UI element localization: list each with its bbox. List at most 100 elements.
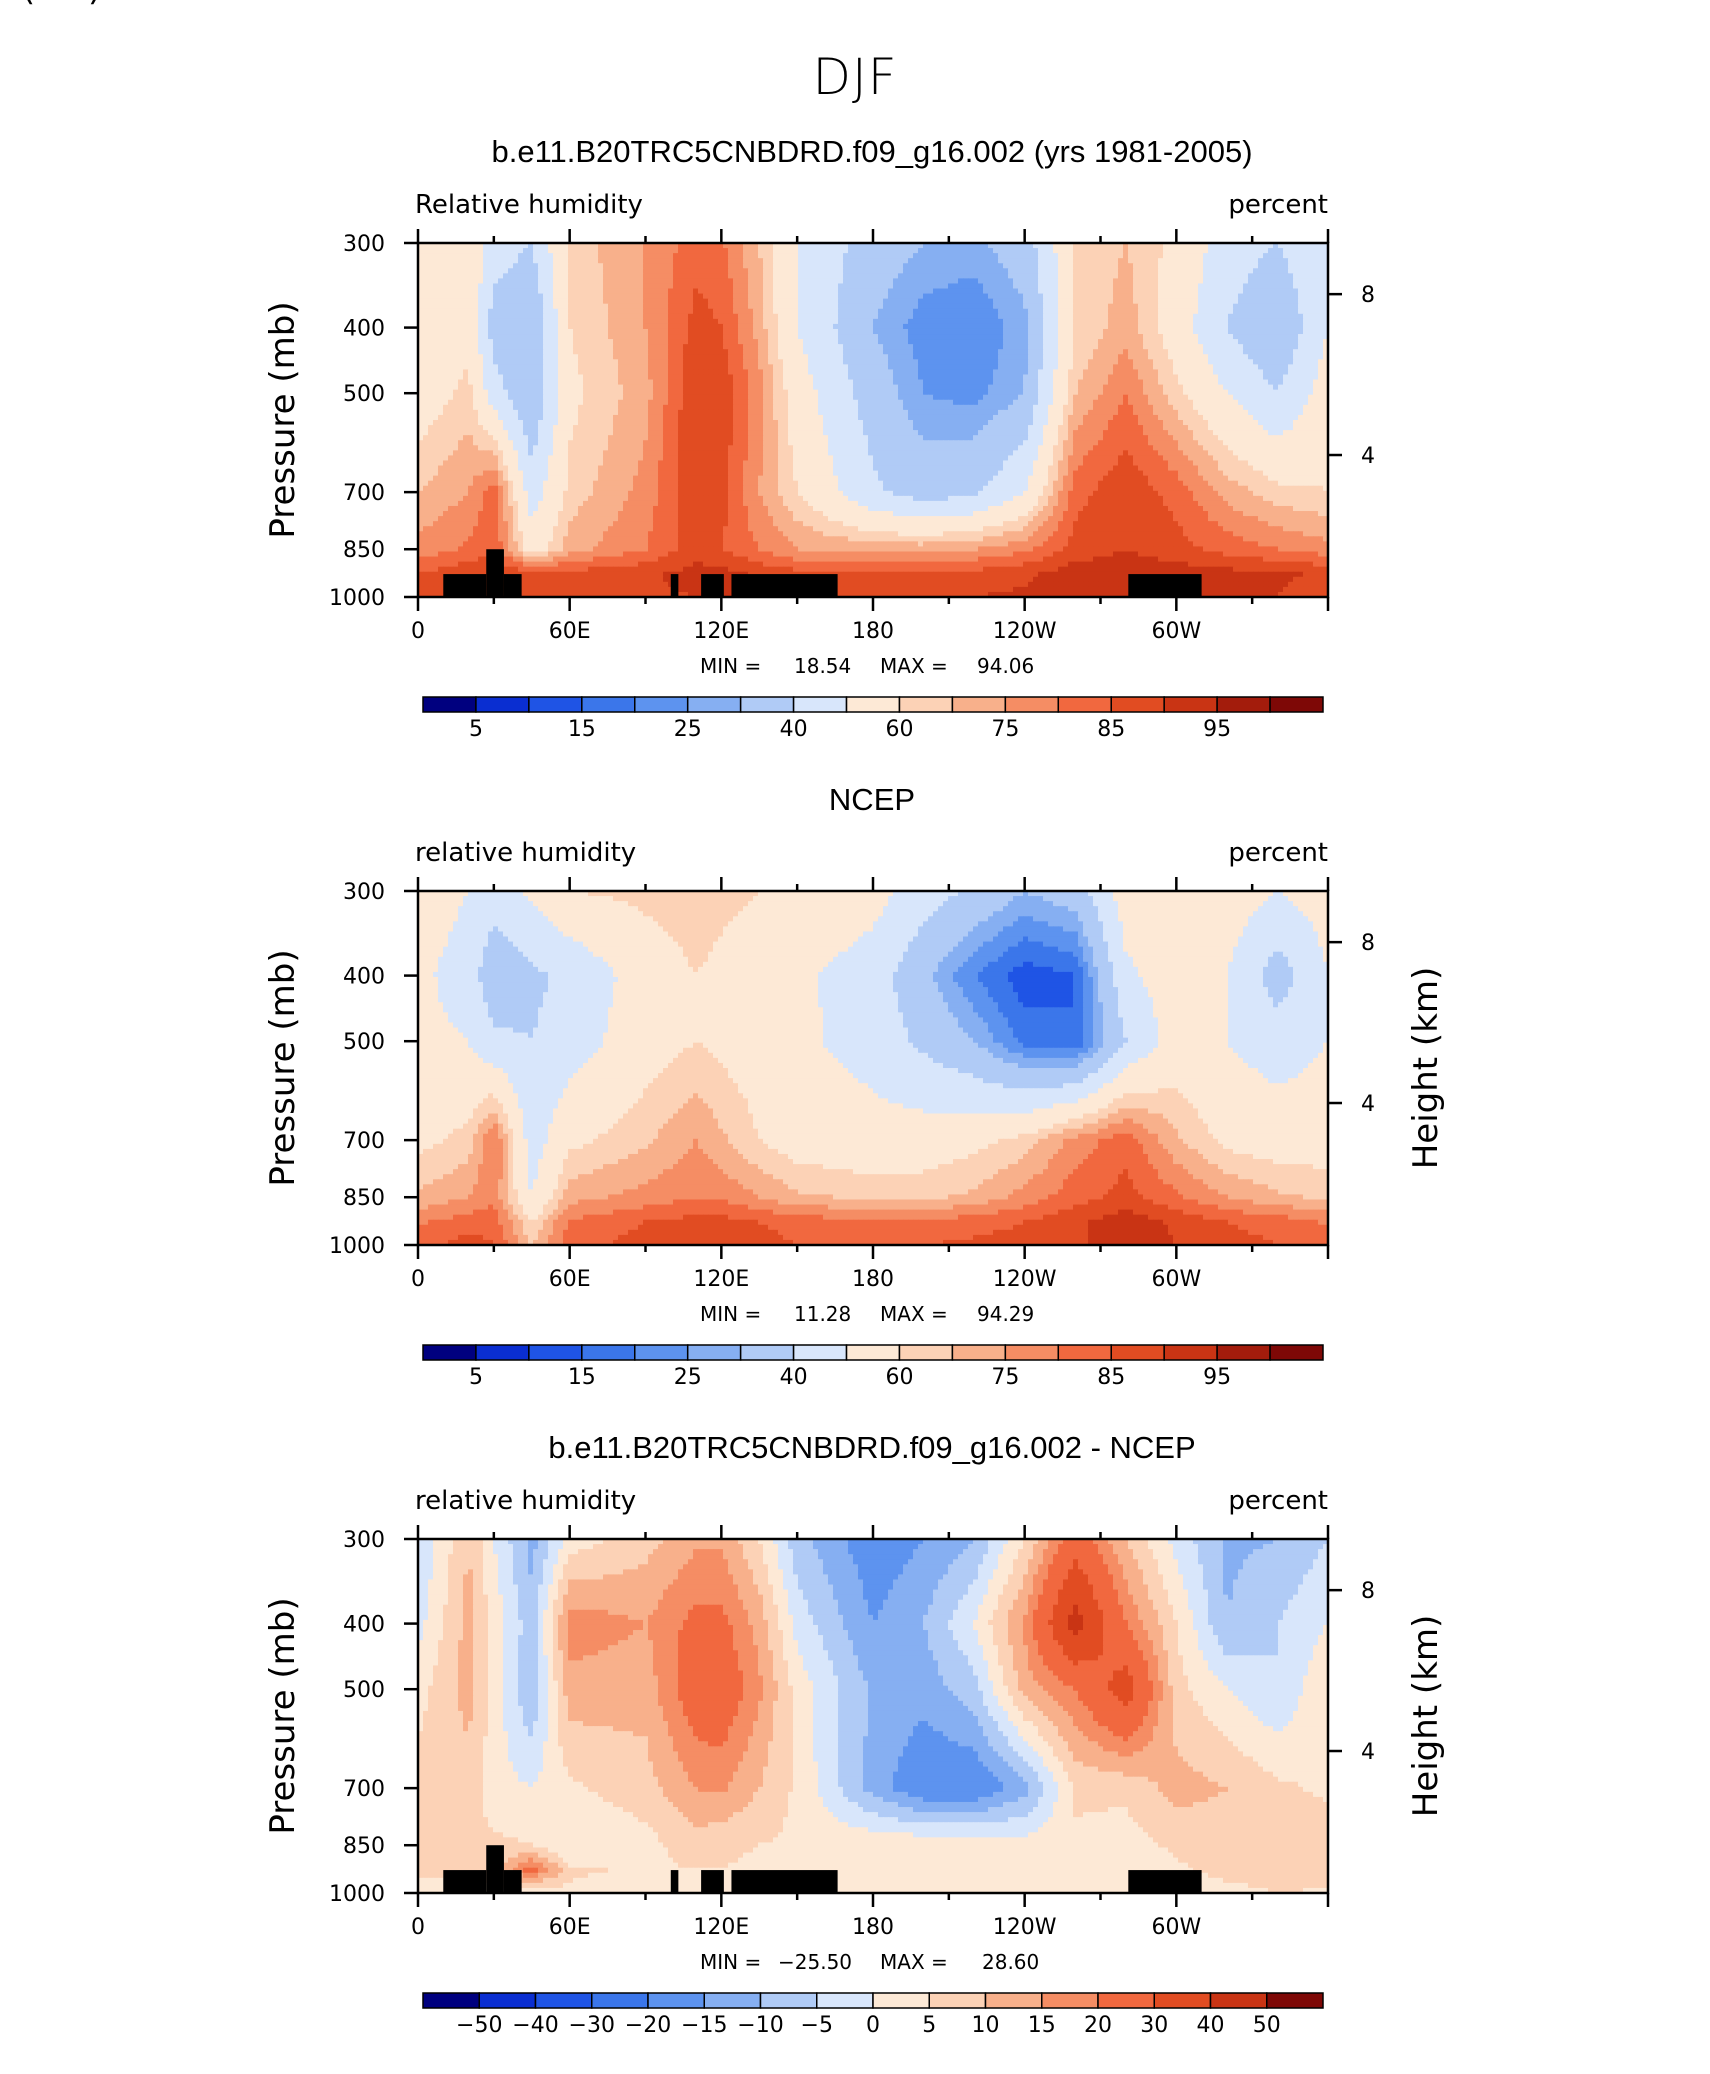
contour-cell [788, 263, 794, 269]
contour-cell [1243, 339, 1249, 345]
contour-cell [943, 253, 949, 259]
contour-cell [618, 273, 624, 279]
contour-cell [768, 258, 774, 264]
contour-cell [863, 283, 869, 290]
contour-cell [568, 263, 574, 269]
contour-cell [1168, 313, 1174, 320]
contour-cell [1203, 243, 1209, 249]
contour-cell [1158, 243, 1164, 249]
contour-cell [478, 313, 484, 320]
contour-cell [548, 273, 554, 279]
contour-cell [923, 318, 929, 325]
contour-cell [758, 349, 764, 355]
contour-cell [548, 323, 554, 330]
contour-cell [418, 334, 424, 340]
contour-cell [1058, 374, 1064, 381]
contour-cell [548, 349, 554, 355]
contour-cell [1298, 243, 1304, 249]
contour-cell [533, 298, 539, 305]
contour-cell [443, 359, 449, 365]
contour-cell [958, 273, 964, 279]
contour-cell [783, 293, 789, 300]
contour-cell [483, 278, 489, 285]
contour-cell [1108, 364, 1114, 371]
contour-cell [1073, 298, 1079, 305]
contour-cell [898, 288, 904, 295]
contour-cell [913, 283, 919, 290]
contour-cell [853, 334, 859, 340]
contour-cell [1163, 313, 1169, 320]
contour-cell [858, 339, 864, 345]
contour-cell [513, 243, 519, 249]
contour-cell [633, 323, 639, 330]
contour-cell [1143, 354, 1149, 360]
contour-cell [858, 354, 864, 360]
contour-cell [1023, 248, 1029, 254]
contour-cell [1238, 313, 1244, 320]
contour-cell [1048, 248, 1054, 254]
contour-cell [1248, 344, 1254, 350]
contour-cell [888, 354, 894, 360]
contour-cell [803, 283, 809, 290]
contour-cell [523, 349, 529, 355]
contour-cell [1098, 374, 1104, 381]
contour-cell [613, 349, 619, 355]
contour-cell [498, 349, 504, 355]
contour-cell [1308, 364, 1314, 371]
contour-cell [483, 344, 489, 350]
contour-cell [718, 288, 724, 295]
contour-cell [1313, 349, 1319, 355]
contour-cell [643, 288, 649, 295]
contour-cell [1198, 248, 1204, 254]
contour-cell [1208, 248, 1214, 254]
contour-cell [1173, 328, 1179, 335]
contour-cell [1258, 298, 1264, 305]
contour-cell [873, 283, 879, 290]
contour-cell [1033, 359, 1039, 365]
contour-cell [898, 318, 904, 325]
contour-cell [438, 253, 444, 259]
contour-cell [713, 293, 719, 300]
contour-cell [1128, 369, 1134, 376]
contour-cell [1058, 313, 1064, 320]
contour-cell [643, 283, 649, 290]
contour-cell [1133, 313, 1139, 320]
contour-cell [673, 334, 679, 340]
contour-cell [1108, 268, 1114, 274]
contour-cell [488, 339, 494, 345]
contour-cell [813, 359, 819, 365]
contour-cell [698, 323, 704, 330]
contour-cell [693, 364, 699, 371]
contour-cell [788, 268, 794, 274]
contour-cell [773, 379, 779, 386]
contour-cell [713, 364, 719, 371]
contour-cell [473, 248, 479, 254]
contour-cell [1168, 339, 1174, 345]
contour-cell [808, 369, 814, 376]
contour-cell [943, 248, 949, 254]
contour-cell [1213, 273, 1219, 279]
contour-cell [1238, 253, 1244, 259]
contour-cell [1268, 323, 1274, 330]
contour-cell [1208, 288, 1214, 295]
contour-cell [918, 268, 924, 274]
contour-cell [433, 268, 439, 274]
contour-cell [868, 253, 874, 259]
contour-cell [643, 278, 649, 285]
contour-cell [908, 248, 914, 254]
contour-cell [513, 339, 519, 345]
contour-cell [1208, 323, 1214, 330]
contour-cell [938, 258, 944, 264]
contour-cell [1158, 349, 1164, 355]
contour-cell [433, 273, 439, 279]
contour-cell [593, 243, 599, 249]
contour-cell [533, 374, 539, 381]
contour-cell [953, 268, 959, 274]
contour-cell [463, 359, 469, 365]
contour-cell [798, 303, 804, 310]
contour-cell [448, 288, 454, 295]
contour-cell [1268, 263, 1274, 269]
contour-cell [1113, 248, 1119, 254]
contour-cell [743, 374, 749, 381]
contour-cell [993, 268, 999, 274]
